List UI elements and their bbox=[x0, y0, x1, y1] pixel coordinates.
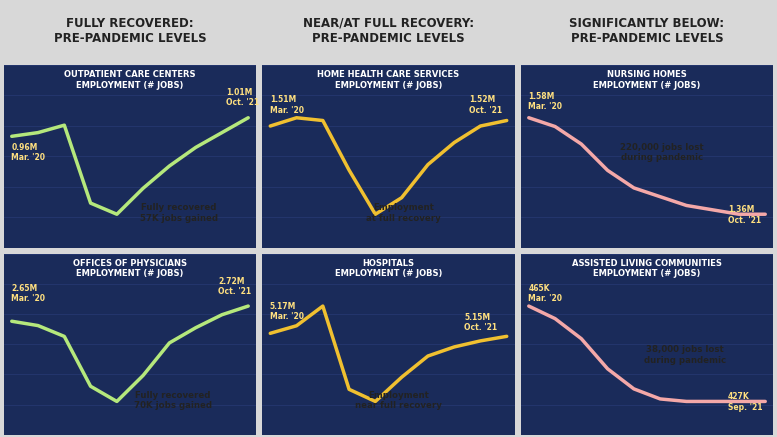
Text: 5.17M
Mar. '20: 5.17M Mar. '20 bbox=[270, 302, 304, 321]
Text: ASSISTED LIVING COMMUNITIES
EMPLOYMENT (# JOBS): ASSISTED LIVING COMMUNITIES EMPLOYMENT (… bbox=[572, 259, 722, 278]
Text: 427K
Sep. '21: 427K Sep. '21 bbox=[728, 392, 762, 412]
Text: 1.58M
Mar. '20: 1.58M Mar. '20 bbox=[528, 92, 563, 111]
Text: SIGNIFICANTLY BELOW:
PRE-PANDEMIC LEVELS: SIGNIFICANTLY BELOW: PRE-PANDEMIC LEVELS bbox=[570, 17, 725, 45]
Text: 1.52M
Oct. '21: 1.52M Oct. '21 bbox=[469, 95, 503, 115]
Text: 1.36M
Oct. '21: 1.36M Oct. '21 bbox=[728, 205, 761, 225]
Text: 465K
Mar. '20: 465K Mar. '20 bbox=[528, 284, 563, 303]
Text: 2.72M
Oct. '21: 2.72M Oct. '21 bbox=[218, 277, 252, 296]
Text: 5.15M
Oct. '21: 5.15M Oct. '21 bbox=[464, 313, 497, 332]
Text: 2.65M
Mar. '20: 2.65M Mar. '20 bbox=[12, 284, 45, 303]
Text: NEAR/AT FULL RECOVERY:
PRE-PANDEMIC LEVELS: NEAR/AT FULL RECOVERY: PRE-PANDEMIC LEVE… bbox=[303, 17, 474, 45]
Text: OFFICES OF PHYSICIANS
EMPLOYMENT (# JOBS): OFFICES OF PHYSICIANS EMPLOYMENT (# JOBS… bbox=[73, 259, 187, 278]
Text: NURSING HOMES
EMPLOYMENT (# JOBS): NURSING HOMES EMPLOYMENT (# JOBS) bbox=[594, 70, 701, 90]
Text: HOSPITALS
EMPLOYMENT (# JOBS): HOSPITALS EMPLOYMENT (# JOBS) bbox=[335, 259, 442, 278]
Text: 0.96M
Mar. '20: 0.96M Mar. '20 bbox=[12, 143, 45, 163]
Text: 1.01M
Oct. '21: 1.01M Oct. '21 bbox=[226, 88, 259, 108]
Text: FULLY RECOVERED:
PRE-PANDEMIC LEVELS: FULLY RECOVERED: PRE-PANDEMIC LEVELS bbox=[54, 17, 207, 45]
Text: OUTPATIENT CARE CENTERS
EMPLOYMENT (# JOBS): OUTPATIENT CARE CENTERS EMPLOYMENT (# JO… bbox=[64, 70, 196, 90]
Text: HOME HEALTH CARE SERVICES
EMPLOYMENT (# JOBS): HOME HEALTH CARE SERVICES EMPLOYMENT (# … bbox=[318, 70, 459, 90]
Text: 1.51M
Mar. '20: 1.51M Mar. '20 bbox=[270, 95, 304, 115]
